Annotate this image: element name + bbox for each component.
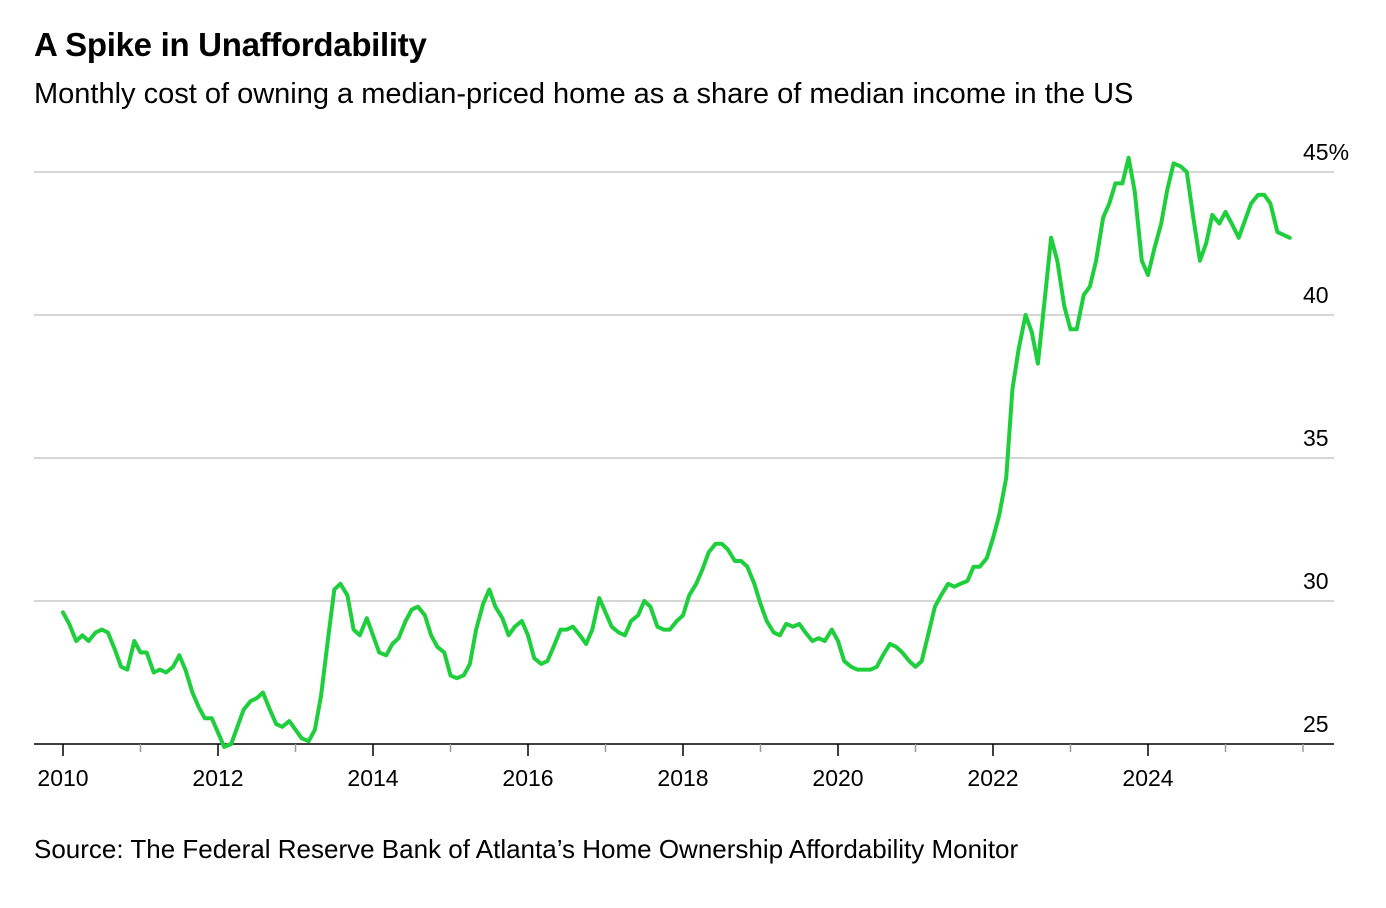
chart-title: A Spike in Unaffordability [34, 26, 427, 63]
x-tick-label: 2018 [657, 765, 708, 791]
x-tick-label: 2012 [192, 765, 243, 791]
chart-subtitle: Monthly cost of owning a median-priced h… [34, 78, 1134, 110]
x-tick-label: 2010 [37, 765, 88, 791]
chart-source: Source: The Federal Reserve Bank of Atla… [34, 834, 1019, 864]
x-tick-label: 2020 [812, 765, 863, 791]
x-tick-label: 2022 [967, 765, 1018, 791]
x-tick-label: 2024 [1122, 765, 1173, 791]
x-tick-label: 2014 [347, 765, 398, 791]
y-tick-label: 25 [1303, 711, 1329, 737]
y-tick-label: 40 [1303, 282, 1329, 308]
gridlines [34, 171, 1334, 602]
y-tick-label: 30 [1303, 568, 1329, 594]
y-axis-labels: 25 30 35 40 45% [1303, 139, 1349, 737]
y-tick-label: 45% [1303, 139, 1349, 165]
x-axis: 2010 2012 2014 2016 2018 2020 2022 2024 [34, 743, 1334, 791]
series-layer [61, 155, 1292, 749]
x-tick-label: 2016 [502, 765, 553, 791]
y-tick-label: 35 [1303, 425, 1329, 451]
series-line [61, 155, 1292, 749]
